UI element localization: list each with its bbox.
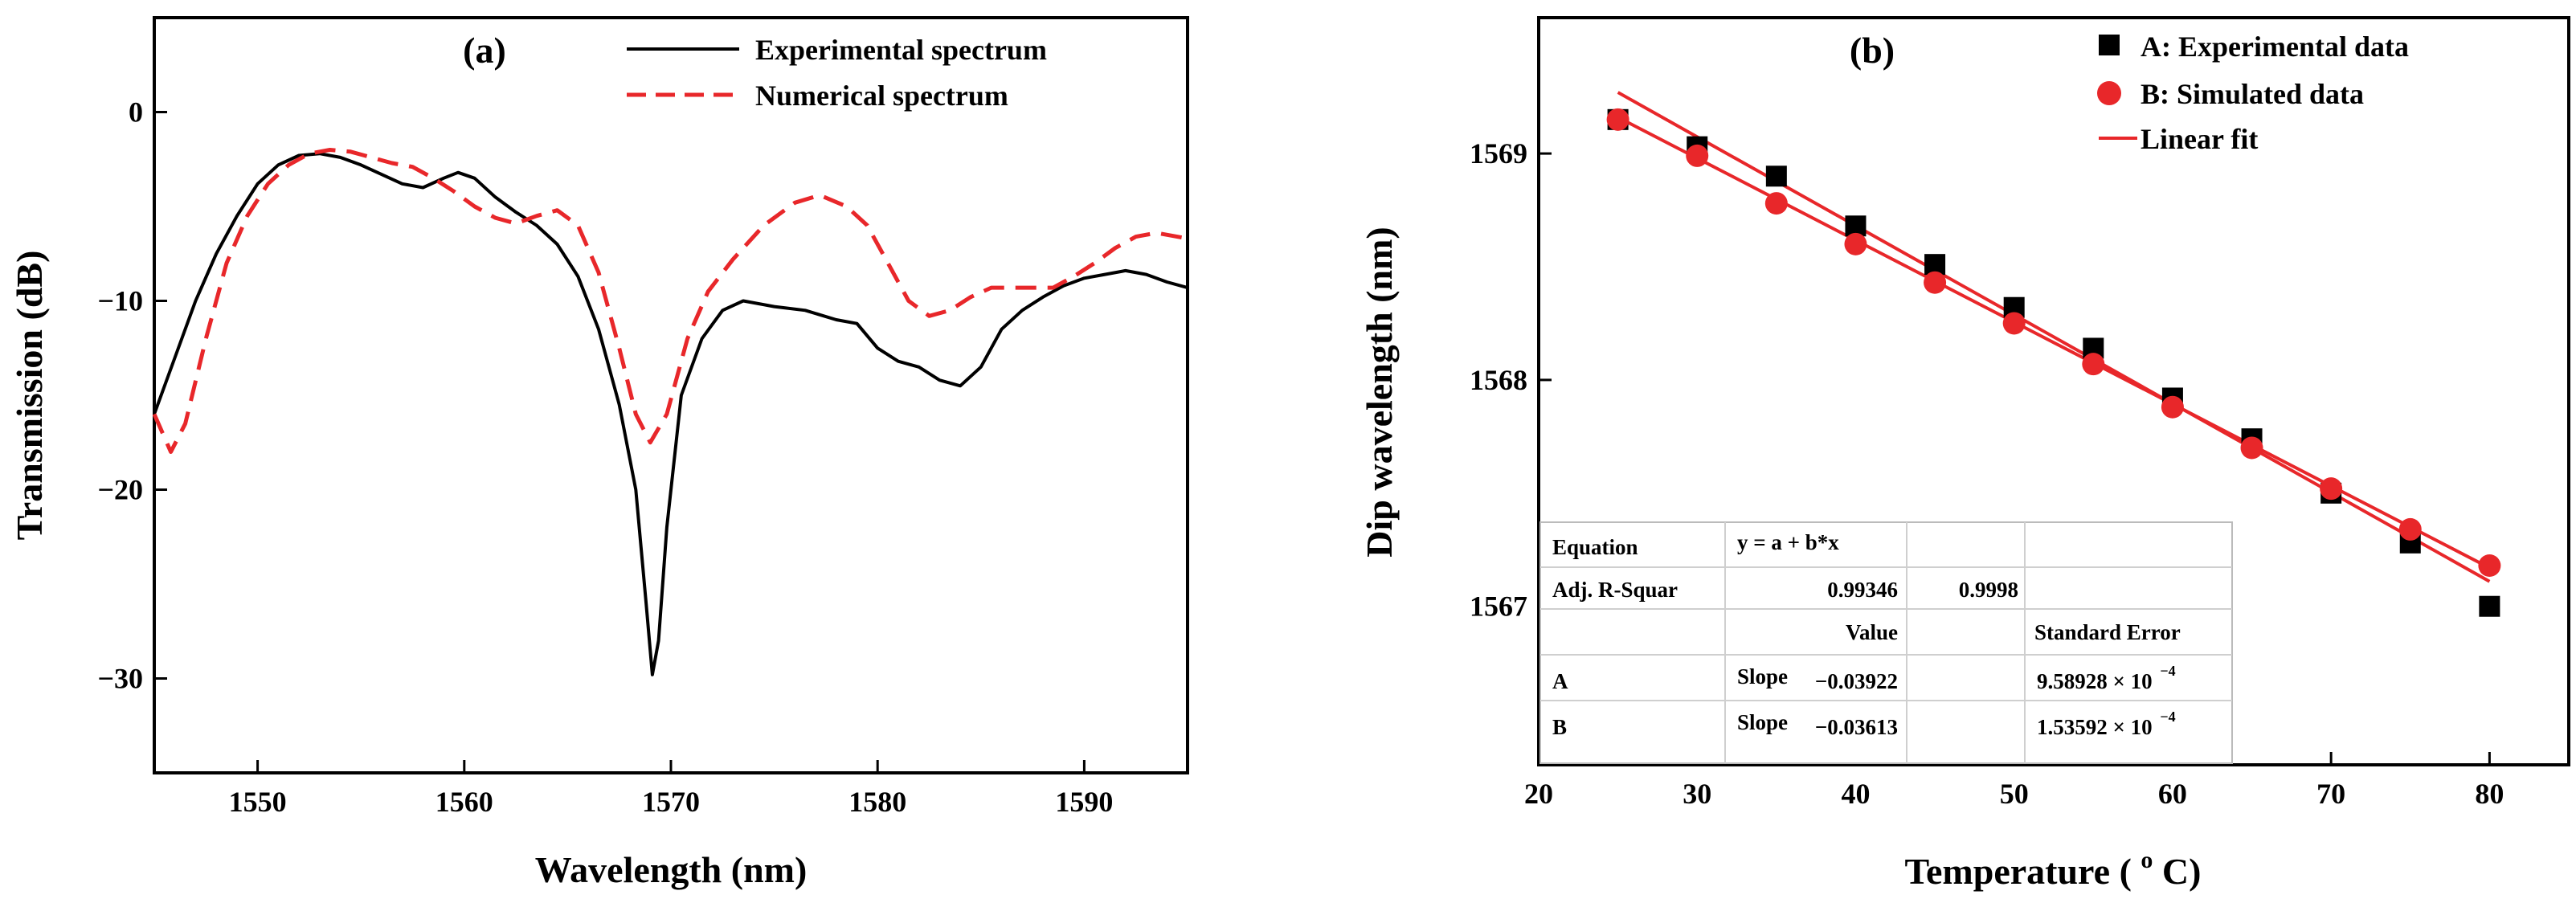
simulated-data-point: [2002, 312, 2026, 335]
legend-numerical-label: Numerical spectrum: [755, 80, 1008, 112]
panel-a-x-ticks: 1550 1560 1570 1580 1590: [229, 760, 1113, 818]
y-tick-label: 1568: [1470, 364, 1527, 396]
table-row-b-error-exponent: −4: [2160, 709, 2175, 725]
table-row-a-error-mantissa: 9.58928 × 10: [2037, 669, 2153, 693]
table-value-header: Value: [1846, 620, 1898, 644]
table-row-b-error-mantissa: 1.53592 × 10: [2037, 715, 2153, 739]
x-tick-label: 70: [2316, 778, 2345, 810]
legend-experimental-data-label: A: Experimental data: [2141, 31, 2409, 63]
x-tick-label: 50: [2000, 778, 2029, 810]
table-row-a-series: A: [1552, 669, 1568, 693]
panel-b-label: (b): [1850, 30, 1895, 71]
x-tick-label: 30: [1683, 778, 1711, 810]
simulated-data-point: [2240, 436, 2263, 460]
table-border: [1539, 521, 2233, 764]
x-tick-label: 80: [2475, 778, 2504, 810]
table-error-header: Standard Error: [2034, 620, 2181, 644]
panel-a-series: [152, 148, 1188, 676]
panel-b-y-ticks: 1567 1568 1569: [1470, 137, 1552, 623]
legend-simulated-marker: [2097, 81, 2121, 105]
table-row-a-error-exponent: −4: [2160, 663, 2175, 679]
legend-simulated-data-label: B: Simulated data: [2141, 78, 2364, 110]
panel-b-plot-frame: [1537, 16, 2570, 766]
panel-a-legend: Experimental spectrum Numerical spectrum: [627, 34, 1047, 112]
simulated-data-point: [2320, 477, 2343, 501]
x-tick-label: 1580: [848, 786, 906, 818]
legend-fit-label: Linear fit: [2141, 123, 2258, 155]
simulated-data-point: [1924, 271, 1947, 294]
y-tick-label: −20: [97, 474, 143, 506]
simulated-data-point: [2398, 517, 2422, 541]
simulated-data-point: [1686, 144, 1709, 167]
simulated-data-point: [1606, 108, 1629, 131]
table-equation-label: Equation: [1552, 535, 1638, 559]
panel-a-spectrum-chart: 1550 1560 1570 1580 1590 0 −10 −20 −30 (a) Expe…: [9, 16, 1189, 890]
table-rsq-a: 0.99346: [1827, 578, 1898, 602]
experimental-data-point: [2479, 595, 2500, 617]
panel-b-legend: A: Experimental data B: Simulated data L…: [2097, 31, 2409, 155]
panel-a-x-axis-title: Wavelength (nm): [535, 849, 808, 890]
panel-b-linear-fits: [1617, 91, 2491, 583]
simulated-data-point: [2478, 554, 2501, 577]
table-row-a-error: 9.58928 × 10 −4: [2037, 663, 2176, 693]
x-tick-label: 40: [1841, 778, 1870, 810]
table-rsq-b: 0.9998: [1959, 578, 2018, 602]
panel-b-temperature-chart: 20 30 40 50 60 70 80 1567 1568 1569 (b) A: Exper…: [1359, 16, 2570, 892]
fit-results-table: Equation y = a + b*x Adj. R-Squar 0.9934…: [1539, 521, 2233, 764]
legend-experimental-label: Experimental spectrum: [755, 34, 1047, 66]
panel-a-label: (a): [463, 30, 506, 71]
table-row-b-series: B: [1552, 715, 1567, 739]
panel-b-data-points: [1606, 108, 2501, 617]
x-axis-title-end: C): [2162, 851, 2202, 892]
x-tick-label: 1550: [229, 786, 287, 818]
panel-b-y-axis-title: Dip wavelength (nm): [1359, 227, 1400, 557]
table-equation-value: y = a + b*x: [1737, 530, 1839, 554]
x-tick-label: 1590: [1055, 786, 1113, 818]
table-row-b-param: Slope: [1737, 710, 1788, 734]
panel-a-y-axis-title: Transmission (dB): [9, 251, 50, 541]
numerical-spectrum-line: [152, 148, 1188, 454]
simulated-data-point: [1764, 192, 1788, 215]
x-axis-title-main: Temperature (: [1905, 851, 2132, 892]
linear-fit-line: [1617, 116, 2491, 570]
simulated-data-point: [2161, 395, 2184, 419]
experimental-spectrum-line: [153, 152, 1188, 676]
table-row-a-value: −0.03922: [1815, 669, 1898, 693]
x-axis-title-superscript: o: [2141, 847, 2153, 873]
y-tick-label: −30: [97, 663, 143, 695]
x-tick-label: 20: [1524, 778, 1553, 810]
y-tick-label: 1569: [1470, 137, 1527, 170]
simulated-data-point: [2082, 353, 2105, 376]
simulated-data-point: [1844, 232, 1867, 255]
x-tick-label: 60: [2158, 778, 2187, 810]
table-row-a-param: Slope: [1737, 664, 1788, 689]
legend-experimental-marker: [2099, 35, 2120, 55]
panel-b-x-axis-title: Temperature ( o C): [1905, 835, 2202, 892]
y-tick-label: 0: [129, 96, 143, 129]
y-tick-label: 1567: [1470, 590, 1527, 623]
x-tick-label: 1560: [435, 786, 493, 818]
linear-fit-line: [1617, 91, 2491, 583]
experimental-data-point: [1765, 165, 1787, 187]
table-row-b-error: 1.53592 × 10 −4: [2037, 709, 2176, 739]
y-tick-label: −10: [97, 285, 143, 317]
panel-b-x-ticks: 20 30 40 50 60 70 80: [1524, 752, 2504, 810]
x-tick-label: 1570: [642, 786, 700, 818]
panel-a-y-ticks: 0 −10 −20 −30: [97, 96, 167, 695]
table-row-b-value: −0.03613: [1815, 715, 1898, 739]
table-rsq-label: Adj. R-Squar: [1552, 578, 1678, 602]
